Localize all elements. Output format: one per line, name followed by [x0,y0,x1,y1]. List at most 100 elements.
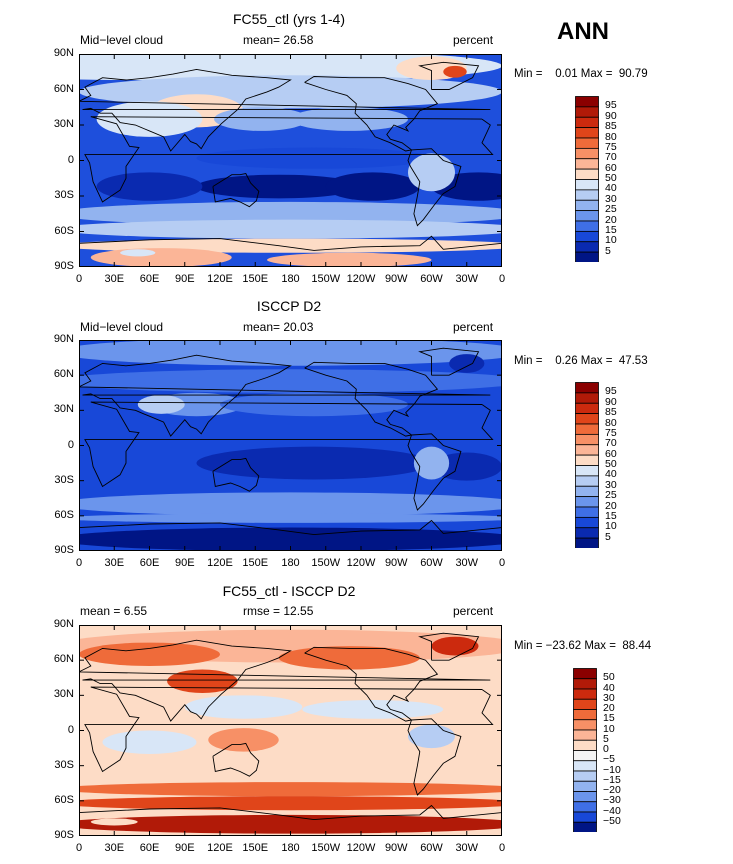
y-tick-label: 90S [54,829,74,841]
panel-left-label: Mid−level cloud [80,320,164,334]
x-tick-label: 120E [207,557,233,569]
colorbar [573,668,597,832]
colorbar-label: 70 [605,151,617,164]
x-tick-label: 150W [311,842,341,854]
colorbar-label: 0 [603,743,609,755]
colorbar-swatch [575,106,599,118]
colorbar-label: −5 [603,753,615,766]
coastline [304,76,439,152]
colorbar-label: −40 [603,804,621,817]
y-tick-label: 90S [54,544,74,556]
panel-title: FC55_ctl (yrs 1-4) [232,11,346,27]
colorbar-swatch [575,220,599,232]
x-tick-label: 60E [139,557,160,569]
panel-center-label: rmse = 12.55 [243,604,314,618]
colorbar-swatch [573,739,597,751]
x-tick-label: 150E [242,557,269,569]
panel-right-label: percent [453,604,494,618]
x-tick-label: 30W [455,842,479,854]
panel-right-label: percent [453,320,494,334]
colorbar-label: 40 [603,681,615,694]
panel-right-label: percent [453,33,494,47]
x-tick-label: 0 [498,557,506,569]
colorbar-swatch [575,485,599,498]
panel-title: ISCCP D2 [256,298,322,314]
coastline [79,68,491,152]
field-contour [196,174,361,199]
colorbar-label: 60 [605,161,617,174]
x-tick-label: 150W [311,557,341,569]
field-contour [325,172,420,201]
field-contour [443,65,467,78]
coastline [418,632,480,661]
x-tick-label: 0 [498,842,506,854]
x-tick-label: 90W [384,842,408,854]
field-contour [196,147,432,169]
field-contour [79,369,502,393]
colorbar [575,382,599,548]
x-tick-label: 30W [455,273,479,285]
colorbar-label: 85 [605,406,617,419]
coastline [79,519,502,536]
colorbar-label: 5 [603,732,609,745]
colorbar-label: 50 [605,172,617,184]
field-contour [90,248,232,267]
map-field [79,625,502,836]
colorbar-swatch [575,189,599,201]
coastline [304,361,439,437]
colorbar-swatch [573,750,597,762]
colorbar-swatch [573,668,597,680]
x-tick-label: 90W [384,557,408,569]
field-contour [79,201,502,226]
coastline [79,354,491,437]
field-contour [90,818,138,826]
colorbar-swatch [573,770,597,782]
map-field [79,340,502,551]
colorbar-label: 10 [605,520,617,533]
colorbar-label: 95 [605,99,617,112]
colorbar-swatch [575,423,599,435]
colorbar-swatch [575,537,599,548]
panel-stats: Min = 0.26 Max = 47.53 [514,355,648,367]
colorbar-swatch [575,413,599,425]
colorbar-swatch [575,158,599,170]
panel-stats: Min = −23.62 Max = 88.44 [514,640,652,652]
x-tick-label: 60W [420,842,443,854]
colorbar-swatch [575,251,599,262]
coastline [212,172,260,208]
colorbar-label: 25 [605,203,617,216]
y-tick-label: 60S [54,793,74,806]
colorbar-label: 20 [603,702,615,714]
colorbar-label: 20 [605,213,617,226]
colorbar-label: 20 [605,499,617,512]
field-contour [137,395,185,414]
field-contour [120,249,156,257]
field-contour [79,492,502,516]
y-tick-label: 30S [54,473,74,486]
y-tick-label: 0 [67,723,74,736]
colorbar-swatch [573,698,597,710]
coastline [418,61,480,90]
colorbar-swatch [575,147,599,160]
colorbar-swatch [575,465,599,477]
field-contour [96,172,203,201]
colorbar-swatch [573,821,597,832]
colorbar-label: 10 [605,234,617,247]
x-tick-label: 180 [281,842,300,854]
colorbar-swatch [573,801,597,813]
x-tick-label: 60E [139,273,160,285]
y-tick-label: 90S [54,260,74,272]
x-tick-label: 120W [346,273,376,285]
x-tick-label: 30E [104,842,125,854]
coastline [304,646,439,722]
colorbar-swatch [575,179,599,191]
x-tick-label: 60W [420,557,443,569]
field-contour [220,392,408,417]
field-contour [431,636,479,656]
colorbar-swatch [575,137,599,149]
y-tick-label: 90N [53,618,74,630]
colorbar-label: 25 [605,489,617,502]
x-tick-label: 60W [420,273,443,285]
x-tick-label: 120E [207,842,233,854]
x-tick-label: 30E [104,557,125,569]
